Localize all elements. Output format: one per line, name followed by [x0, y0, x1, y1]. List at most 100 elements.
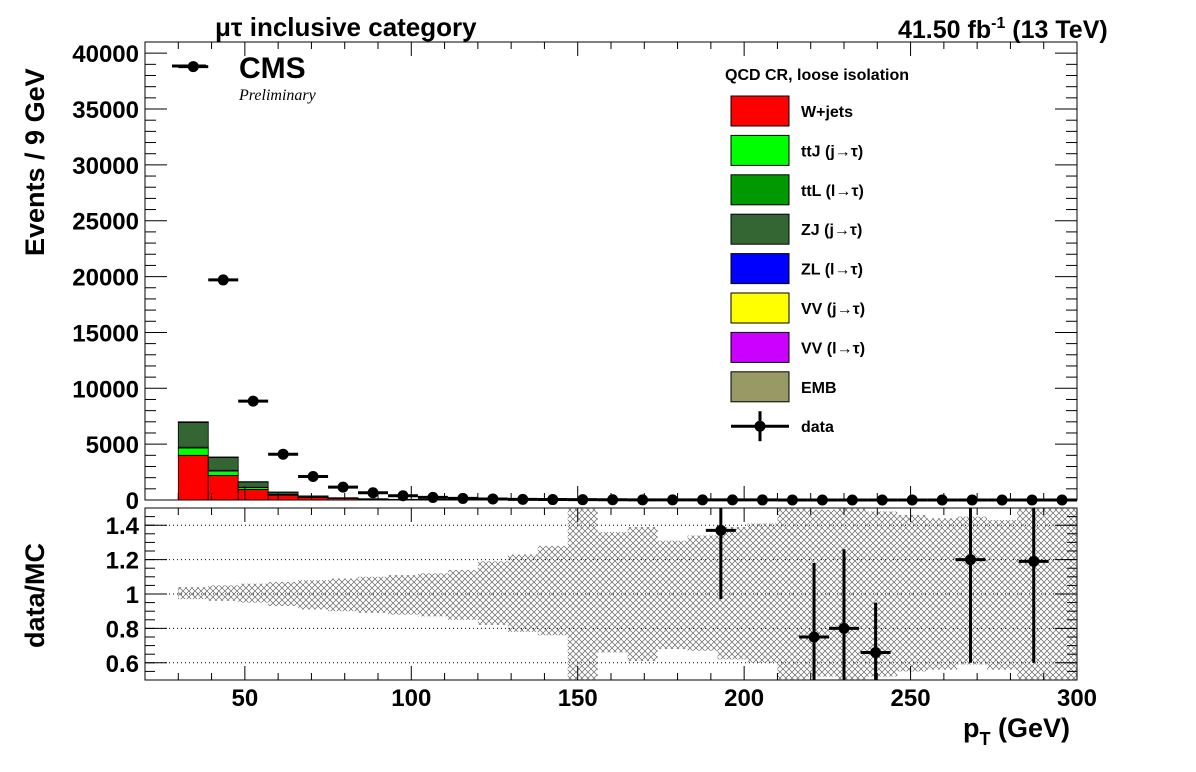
data-point	[247, 395, 259, 407]
legend-label-data: data	[801, 419, 834, 436]
ratio-y-tick-label: 1.4	[106, 513, 140, 540]
ratio-y-tick-label: 1.2	[106, 548, 139, 575]
stack-bars	[177, 421, 748, 501]
x-tick-label: 200	[724, 685, 764, 712]
uncertainty-bin	[627, 526, 658, 662]
uncertainty-bin	[807, 509, 838, 677]
bar-segment	[267, 494, 299, 501]
y-tick-label: 35000	[72, 97, 139, 124]
x-tick-label: 100	[391, 685, 431, 712]
lumi-exponent: -1	[991, 15, 1005, 32]
data-point	[547, 494, 559, 506]
uncertainty-bin	[687, 535, 718, 651]
uncertainty-bin	[597, 532, 628, 653]
x-axis-title: pT (GeV)	[963, 713, 1070, 749]
data-point	[397, 490, 409, 502]
ratio-y-axis-title: data/MC	[20, 543, 50, 648]
ratio-y-tick-label: 1	[126, 582, 139, 609]
x-tick-label: 150	[558, 685, 598, 712]
y-tick-label: 0	[126, 488, 139, 515]
legend-swatch	[730, 134, 790, 166]
uncertainty-bin	[387, 575, 418, 615]
energy-label: (13 TeV)	[1005, 16, 1107, 44]
uncertainty-bin	[717, 526, 748, 660]
preliminary-label: Preliminary	[238, 87, 317, 104]
data-point	[966, 494, 978, 506]
bar-segment	[237, 488, 269, 501]
ratio-point	[838, 622, 850, 634]
legend-swatch	[730, 331, 790, 363]
data-point	[816, 494, 828, 506]
data-point	[846, 494, 858, 506]
uncertainty-bin	[208, 585, 239, 601]
x-axis-subscript: T	[980, 729, 991, 749]
uncertainty-bin	[927, 518, 958, 670]
legend-swatch	[730, 371, 790, 403]
bar-segment	[177, 422, 209, 448]
ratio-y-tick-label: 0.6	[106, 651, 139, 678]
legend-label: W+jets	[801, 104, 853, 121]
uncertainty-bin	[657, 540, 688, 650]
y-axis-title: Events / 9 GeV	[20, 68, 50, 256]
x-axis-unit: (GeV)	[991, 713, 1071, 743]
data-point	[1026, 494, 1038, 506]
legend-swatch	[730, 292, 790, 324]
data-point	[367, 487, 379, 499]
legend-label: ZJ (j→τ)	[801, 222, 862, 239]
uncertainty-bin	[567, 508, 598, 680]
y-tick-label: 5000	[86, 432, 139, 459]
data-point	[906, 494, 918, 506]
uncertainty-bin	[238, 583, 269, 603]
data-point	[876, 494, 888, 506]
legend-swatch	[730, 95, 790, 127]
y-tick-label: 15000	[72, 320, 139, 347]
data-point	[487, 493, 499, 505]
bar-segment	[207, 470, 239, 476]
lumi-value: 41.50 fb	[898, 16, 991, 44]
legend-label: ttJ (j→τ)	[801, 143, 863, 160]
x-tick-label: 250	[891, 685, 931, 712]
uncertainty-bin	[777, 508, 808, 680]
data-point	[726, 494, 738, 506]
y-tick-label: 25000	[72, 209, 139, 236]
y-tick-label: 10000	[72, 376, 139, 403]
ratio-point	[964, 554, 976, 566]
data-point	[217, 274, 229, 286]
luminosity-label: 41.50 fb-1 (13 TeV)	[898, 15, 1108, 44]
uncertainty-bin	[268, 581, 299, 607]
main-frame	[144, 41, 1078, 501]
uncertainty-bin	[837, 508, 868, 680]
uncertainty-bin	[328, 578, 359, 612]
uncertainty-bin	[447, 569, 478, 620]
uncertainty-bin	[178, 587, 209, 600]
ratio-axes: 0.6 0.8 1 1.2 1.4 50 100 150 200 250 300	[106, 508, 1097, 712]
data-point	[936, 494, 948, 506]
ratio-uncertainty-band	[178, 508, 1077, 680]
ratio-point	[715, 524, 727, 536]
uncertainty-bin	[897, 514, 928, 672]
uncertainty-bin	[507, 554, 538, 632]
legend-label: ttL (l→τ)	[801, 183, 864, 200]
ratio-point	[1028, 555, 1040, 567]
main-axes: 0 5000 10000 15000 20000 25000 30000 35000 40000	[72, 41, 1078, 515]
y-tick-label: 30000	[72, 153, 139, 180]
legend-title: QCD CR, loose isolation	[725, 67, 909, 84]
bar-segment	[177, 421, 209, 423]
legend-label: ZL (l→τ)	[801, 262, 863, 279]
legend-label: VV (j→τ)	[801, 301, 865, 318]
bar-segment	[237, 481, 269, 488]
data-point	[786, 494, 798, 506]
legend-label: VV (l→τ)	[801, 340, 865, 357]
x-axis-symbol: p	[963, 713, 980, 743]
ratio-y-tick-label: 0.8	[106, 616, 139, 643]
legend: QCD CR, loose isolation W+jets ttJ (j→τ) t…	[172, 64, 909, 442]
legend-swatch	[730, 213, 790, 245]
uncertainty-bin	[298, 580, 329, 610]
ratio-points	[705, 508, 1049, 680]
data-point	[637, 494, 649, 506]
uncertainty-bin	[537, 545, 568, 636]
y-tick-label: 40000	[72, 41, 139, 68]
data-point	[996, 494, 1008, 506]
cms-label: CMS	[239, 52, 306, 85]
